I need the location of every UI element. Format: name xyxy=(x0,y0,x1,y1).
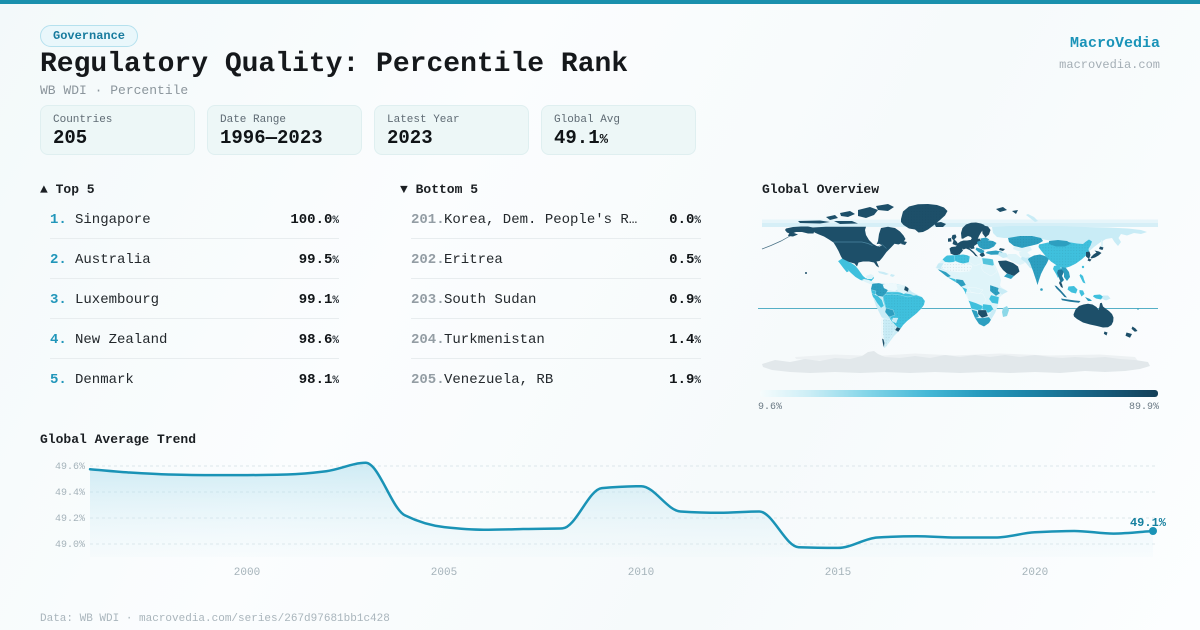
svg-text:49.1%: 49.1% xyxy=(1130,516,1167,530)
svg-text:2020: 2020 xyxy=(1022,567,1048,579)
svg-text:2015: 2015 xyxy=(825,567,851,579)
svg-text:49.4%: 49.4% xyxy=(55,488,85,499)
svg-text:49.2%: 49.2% xyxy=(55,514,85,525)
svg-text:2010: 2010 xyxy=(628,567,654,579)
svg-text:49.6%: 49.6% xyxy=(55,462,85,473)
svg-text:2005: 2005 xyxy=(431,567,457,579)
svg-text:2000: 2000 xyxy=(234,567,260,579)
svg-text:49.0%: 49.0% xyxy=(55,540,85,551)
